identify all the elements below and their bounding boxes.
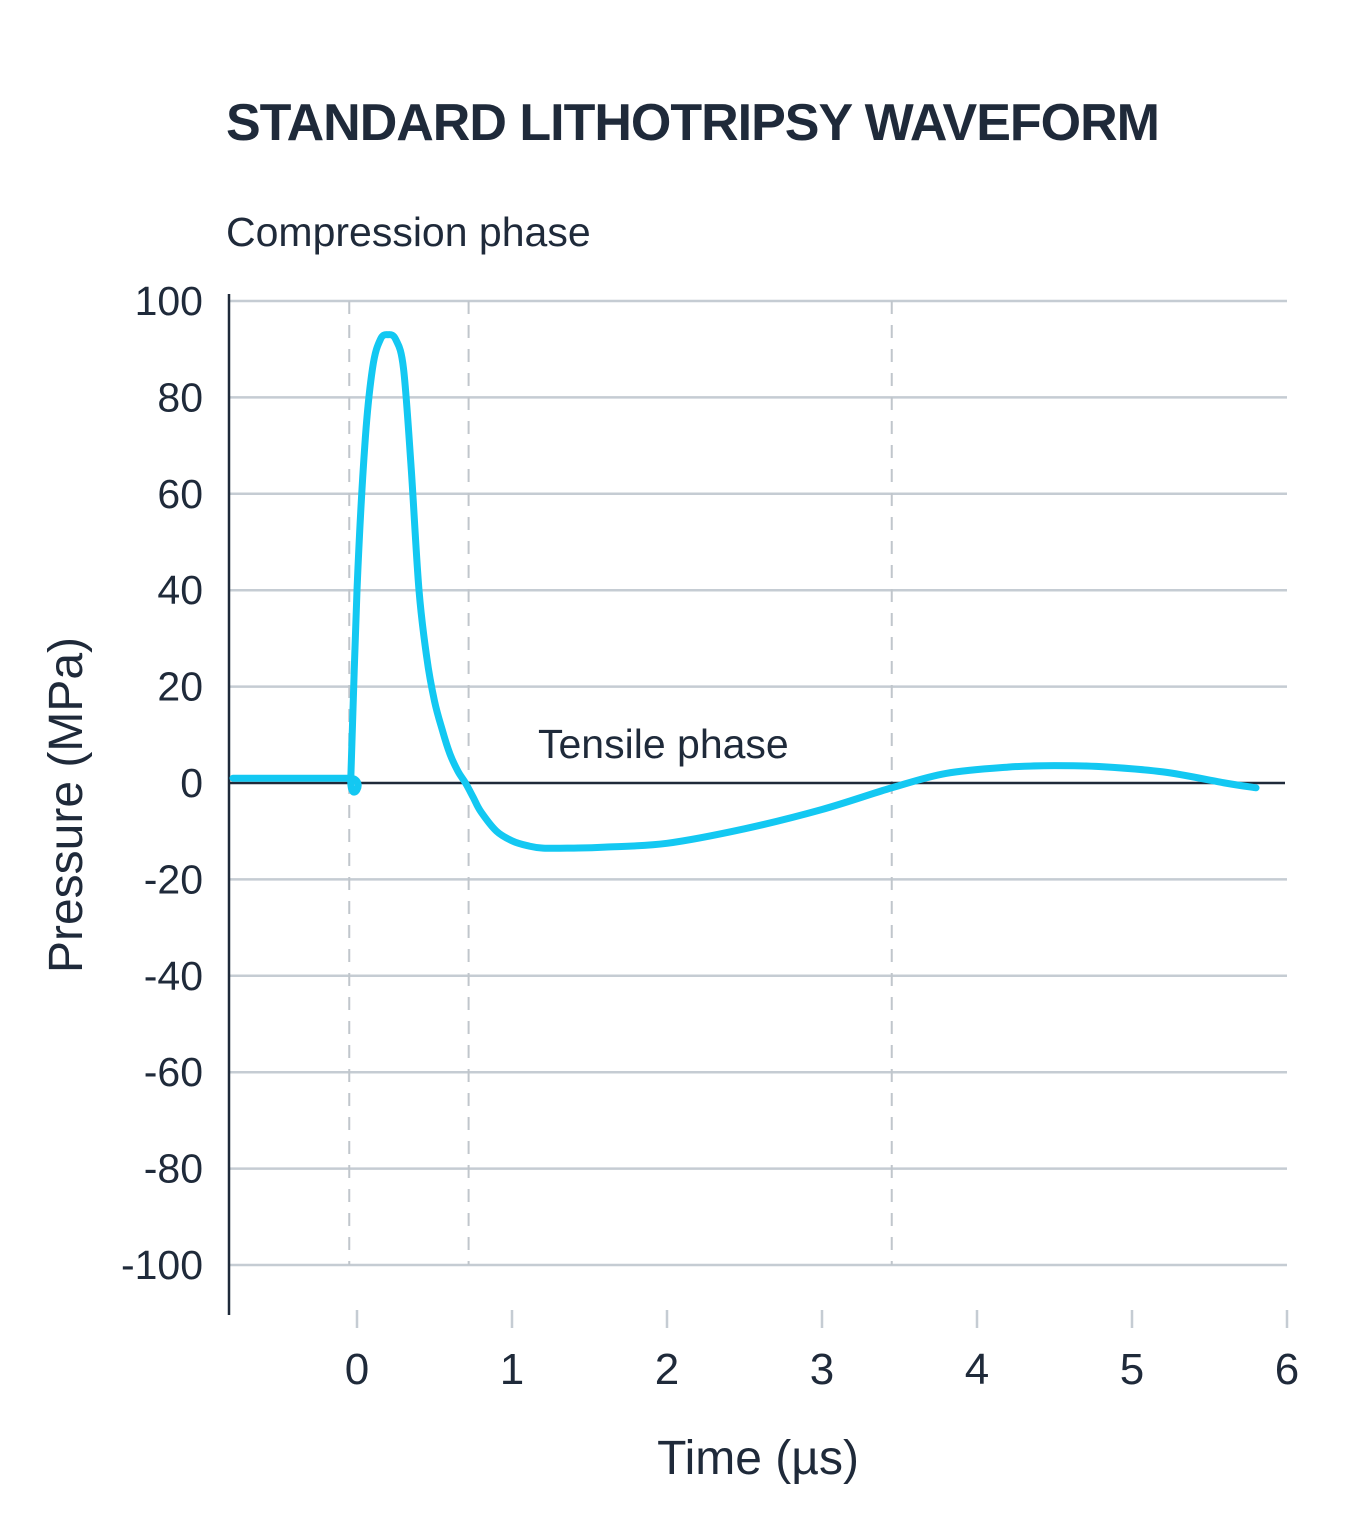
axes — [227, 294, 1285, 1315]
y-tick-label: 100 — [135, 278, 203, 324]
x-tick-label: 3 — [810, 1345, 834, 1394]
y-tick-label: -60 — [144, 1049, 203, 1095]
y-tick-label: 40 — [157, 567, 203, 613]
y-tick-label: -80 — [144, 1146, 203, 1192]
x-tick-label: 0 — [345, 1345, 369, 1394]
x-tick-label: 1 — [500, 1345, 524, 1394]
series — [229, 331, 1260, 852]
y-tick-labels: 100 80 60 40 20 0 -20 -40 -60 -80 -100 — [121, 278, 203, 1288]
x-tick-label: 2 — [655, 1345, 679, 1394]
x-tick-label: 6 — [1275, 1345, 1299, 1394]
y-tick-label: 60 — [157, 471, 203, 517]
x-tick-label: 4 — [965, 1345, 989, 1394]
y-tick-label: -40 — [144, 953, 203, 999]
y-axis-title: Pressure (MPa) — [40, 637, 93, 973]
x-axis-title: Time (µs) — [657, 1432, 859, 1485]
waveform-line-0 — [229, 331, 1260, 852]
y-tick-label: 0 — [180, 760, 203, 806]
x-tick-labels: 0 1 2 3 4 5 6 — [345, 1310, 1299, 1394]
x-tick-label: 5 — [1120, 1345, 1144, 1394]
y-tick-label: -20 — [144, 856, 203, 902]
y-tick-label: -100 — [121, 1242, 203, 1288]
y-tick-label: 20 — [157, 664, 203, 710]
tensile-phase-label: Tensile phase — [538, 721, 789, 767]
compression-phase-label: Compression phase — [226, 209, 591, 255]
y-tick-label: 80 — [157, 374, 203, 420]
chart-title: STANDARD LITHOTRIPSY WAVEFORM — [226, 94, 1159, 152]
